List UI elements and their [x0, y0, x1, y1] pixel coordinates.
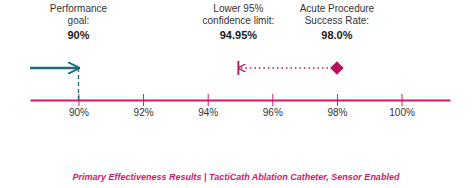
tick-label: 90%	[69, 107, 89, 118]
tick-label: 94%	[198, 107, 218, 118]
data-label: 90%	[67, 29, 89, 41]
label-line: Lower 95%	[213, 3, 263, 14]
tick-label: 100%	[389, 107, 415, 118]
chart: 90% 92% 94% 96% 98% 100% Performancegoal: 90% Lo…	[0, 0, 472, 188]
interval-line	[238, 67, 337, 69]
tick-mark	[272, 94, 273, 106]
label-line: Success Rate:	[305, 15, 369, 26]
goal-arrow	[30, 67, 78, 70]
diamond-marker	[330, 61, 343, 74]
x-axis: 90% 92% 94% 96% 98% 100%	[31, 94, 451, 118]
series-label: Performancegoal: 90%	[50, 3, 108, 41]
tick-mark	[337, 94, 338, 106]
data-label: 94.95%	[220, 29, 258, 41]
tick: 94%	[198, 94, 218, 118]
label-line: Performance	[50, 3, 108, 14]
data-label: 98.0%	[321, 29, 352, 41]
tick: 98%	[327, 94, 347, 118]
tick-label: 98%	[327, 107, 347, 118]
tick-mark	[208, 94, 209, 106]
tick: 92%	[134, 94, 154, 118]
label-line: confidence limit:	[203, 15, 275, 26]
limit-bar	[237, 61, 239, 75]
tick-label: 92%	[134, 107, 154, 118]
axis-line	[31, 100, 451, 102]
tick: 96%	[263, 94, 283, 118]
tick-mark	[143, 94, 144, 106]
tick-label: 96%	[263, 107, 283, 118]
label-line: Acute Procedure	[300, 3, 375, 14]
series-label: Lower 95%confidence limit: 94.95%	[203, 3, 275, 41]
label-line: goal:	[68, 15, 90, 26]
drop-line	[78, 68, 79, 100]
tick: 100%	[389, 94, 415, 118]
series-label: Acute ProcedureSuccess Rate: 98.0%	[300, 3, 375, 41]
tick-mark	[402, 94, 403, 106]
title: Primary Effectiveness Results | TactiCat…	[73, 172, 400, 182]
marks	[30, 61, 344, 100]
